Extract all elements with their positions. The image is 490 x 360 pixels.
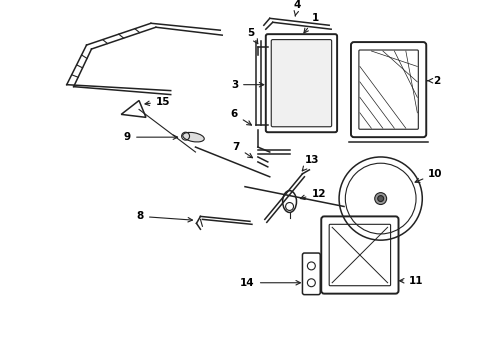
Text: 8: 8 [137,211,193,222]
Circle shape [378,195,384,202]
Ellipse shape [183,132,204,142]
Text: 9: 9 [124,132,177,142]
Text: 10: 10 [415,169,443,183]
Text: 11: 11 [399,276,423,286]
Text: 3: 3 [231,80,264,90]
Circle shape [375,193,387,204]
Text: 15: 15 [145,96,171,107]
Text: 14: 14 [240,278,300,288]
Text: 5: 5 [247,28,258,44]
Text: 4: 4 [294,0,301,16]
Text: 1: 1 [304,13,319,33]
Text: 6: 6 [231,109,251,125]
Text: 2: 2 [428,76,441,86]
Text: 7: 7 [233,142,252,158]
Text: 13: 13 [302,155,319,171]
Text: 12: 12 [300,189,326,199]
FancyBboxPatch shape [271,40,332,127]
